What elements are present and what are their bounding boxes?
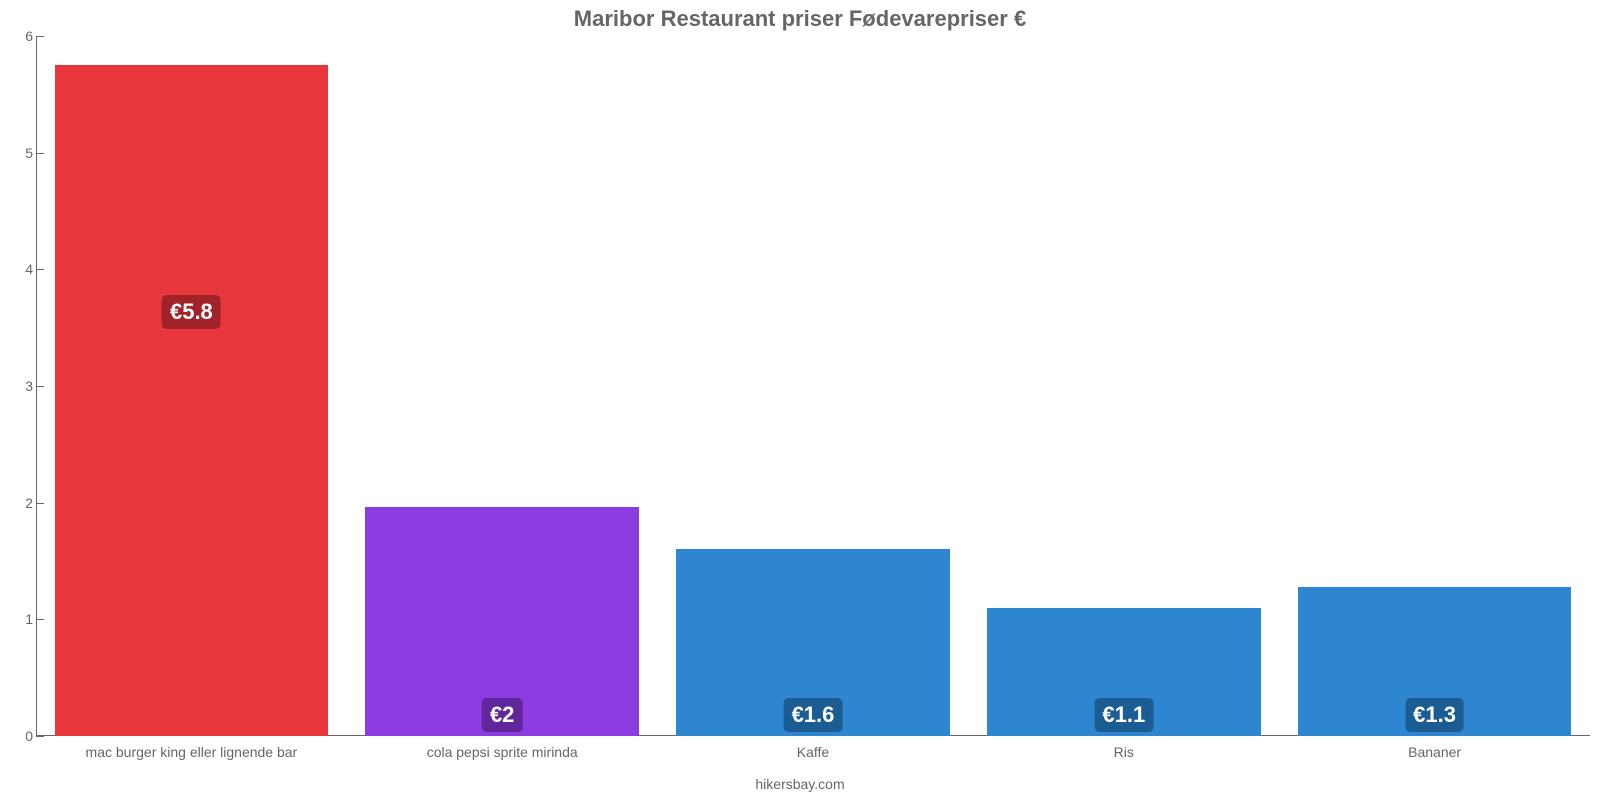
y-tick <box>36 736 44 737</box>
x-axis-label: mac burger king eller lignende bar <box>86 744 298 760</box>
value-badge: €2 <box>482 698 522 732</box>
bar: €1.1 <box>987 608 1261 736</box>
chart-title: Maribor Restaurant priser Fødevarepriser… <box>0 6 1600 32</box>
y-tick <box>36 386 44 387</box>
y-tick <box>36 269 44 270</box>
bar: €5.8 <box>55 65 329 736</box>
price-bar-chart: Maribor Restaurant priser Fødevarepriser… <box>0 0 1600 800</box>
y-tick-label: 0 <box>9 728 33 744</box>
bars-container: €5.8 €2 €1.6 €1.1 €1.3 <box>36 36 1590 736</box>
y-tick-label: 2 <box>9 495 33 511</box>
y-tick-label: 5 <box>9 145 33 161</box>
bar: €1.6 <box>676 549 950 736</box>
bar: €1.3 <box>1298 587 1572 736</box>
value-badge: €5.8 <box>162 295 221 329</box>
y-tick-label: 3 <box>9 378 33 394</box>
value-badge: €1.3 <box>1405 698 1464 732</box>
y-tick <box>36 619 44 620</box>
chart-footer: hikersbay.com <box>0 776 1600 792</box>
bar: €2 <box>365 507 639 736</box>
x-axis-label: cola pepsi sprite mirinda <box>427 744 578 760</box>
y-tick <box>36 153 44 154</box>
y-tick-label: 4 <box>9 261 33 277</box>
y-tick <box>36 503 44 504</box>
x-axis-label: Kaffe <box>797 744 829 760</box>
x-axis-label: Ris <box>1114 744 1134 760</box>
y-tick-label: 1 <box>9 611 33 627</box>
x-axis-label: Bananer <box>1408 744 1461 760</box>
value-badge: €1.1 <box>1094 698 1153 732</box>
plot-area: €5.8€2€1.6€1.1€1.3 0123456mac burger kin… <box>36 36 1590 736</box>
value-badge: €1.6 <box>784 698 843 732</box>
y-tick-label: 6 <box>9 28 33 44</box>
y-tick <box>36 36 44 37</box>
